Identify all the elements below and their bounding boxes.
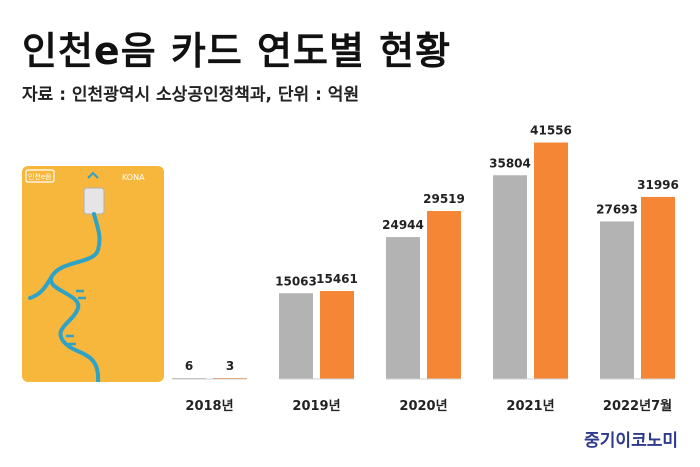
x-tick-label: 2020년 (399, 399, 447, 414)
data-label: 31996 (637, 178, 679, 192)
x-tick-label: 2019년 (292, 399, 340, 414)
x-tick-label: 2021년 (506, 399, 554, 414)
data-label: 24944 (382, 218, 424, 232)
card-wave-line (48, 212, 102, 382)
chart-subtitle: 자료 : 인천광역시 소상공인정책과, 단위 : 억원 (22, 85, 360, 105)
bar-series1 (386, 237, 420, 379)
card-illustration: 인천e음 KONA (22, 166, 164, 382)
card-body (22, 166, 164, 382)
card-logo-icon (25, 169, 55, 183)
chevron-up-icon (87, 171, 99, 179)
card-branch-line (28, 274, 54, 300)
data-label: 29519 (423, 192, 465, 206)
bar-series2 (320, 291, 354, 379)
bar-series2 (427, 211, 461, 379)
card-logo-text: 인천e음 (28, 172, 52, 181)
bar-series1 (279, 293, 313, 379)
x-tick-label: 2018년 (185, 399, 233, 414)
x-tick-label: 2022년7월 (603, 398, 672, 414)
data-label: 15461 (316, 272, 358, 286)
bar-series2 (641, 196, 675, 379)
chart-title: 인천e음 카드 연도별 현황 (22, 29, 452, 73)
data-label: 6 (185, 359, 193, 373)
bar-series1 (600, 221, 634, 379)
bar-series2 (534, 142, 568, 379)
card-brand-text: KONA (122, 173, 145, 182)
data-label: 41556 (530, 124, 572, 138)
data-label: 35804 (489, 156, 531, 170)
data-label: 3 (226, 359, 234, 373)
data-label: 27693 (596, 202, 638, 216)
publisher-logo: 중기이코노미 (584, 431, 678, 451)
bar-series1 (493, 175, 527, 379)
data-label: 15063 (275, 274, 317, 288)
